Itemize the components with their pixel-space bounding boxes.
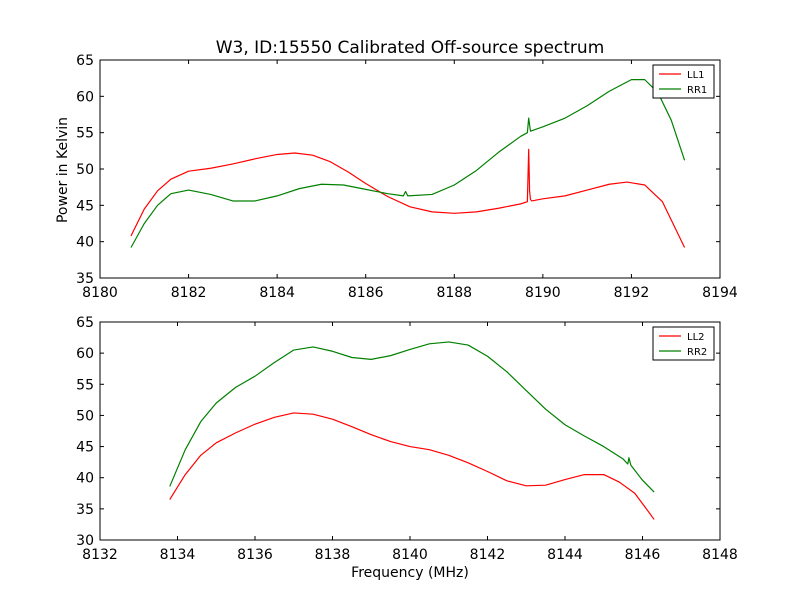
top-panel: 8180 8182 8184 8186 8188 8190 8192 8194 35 40 45 50… (55, 53, 738, 301)
y-tick-label: 65 (76, 315, 94, 331)
x-tick-label: 8132 (82, 547, 118, 563)
x-axis-label: Frequency (MHz) (351, 565, 469, 581)
y-axis-label: Power in Kelvin (55, 117, 71, 223)
x-tick-label: 8144 (547, 547, 583, 563)
y-tick-label: 35 (76, 502, 94, 518)
x-tick-label: 8138 (315, 547, 351, 563)
figure-title: W3, ID:15550 Calibrated Off-source spect… (216, 38, 605, 58)
legend-box (652, 326, 715, 361)
x-tick-label: 8180 (82, 285, 118, 301)
y-tick-label: 30 (76, 533, 94, 549)
y-tick-label: 50 (76, 162, 94, 178)
x-tick-label: 8192 (614, 285, 650, 301)
y-tick-label: 65 (76, 53, 94, 69)
legend-label-rr2: RR2 (687, 347, 707, 358)
x-tick-label: 8188 (436, 285, 472, 301)
legend-label-rr1: RR1 (687, 85, 707, 96)
legend-box (652, 64, 715, 99)
legend-label-ll1: LL1 (687, 70, 705, 81)
y-tick-label: 55 (76, 377, 94, 393)
x-tick-label: 8146 (625, 547, 661, 563)
x-tick-label: 8190 (525, 285, 561, 301)
y-tick-label: 35 (76, 271, 94, 287)
series-line-ll2 (169, 412, 655, 520)
x-tick-label: 8194 (702, 285, 738, 301)
series-line-ll1 (130, 148, 686, 248)
series-line-rr1 (130, 79, 686, 248)
x-tick-label: 8148 (702, 547, 738, 563)
x-tick-label: 8182 (171, 285, 207, 301)
y-tick-label: 55 (76, 126, 94, 142)
series-line-rr2 (169, 341, 655, 493)
x-tick-label: 8184 (259, 285, 295, 301)
x-tick-label: 8136 (237, 547, 273, 563)
legend-label-ll2: LL2 (687, 332, 705, 343)
x-tick-label: 8140 (392, 547, 428, 563)
y-tick-label: 60 (76, 89, 94, 105)
y-tick-label: 60 (76, 346, 94, 362)
x-tick-label: 8186 (348, 285, 384, 301)
y-tick-label: 40 (76, 471, 94, 487)
y-tick-label: 45 (76, 440, 94, 456)
x-tick-label: 8134 (160, 547, 196, 563)
x-tick-label: 8142 (470, 547, 506, 563)
y-tick-label: 40 (76, 235, 94, 251)
bottom-panel: 8132 8134 8136 8138 8140 8142 8144 8146 8148 30 35… (76, 315, 738, 581)
y-tick-label: 45 (76, 198, 94, 214)
y-tick-label: 50 (76, 408, 94, 424)
